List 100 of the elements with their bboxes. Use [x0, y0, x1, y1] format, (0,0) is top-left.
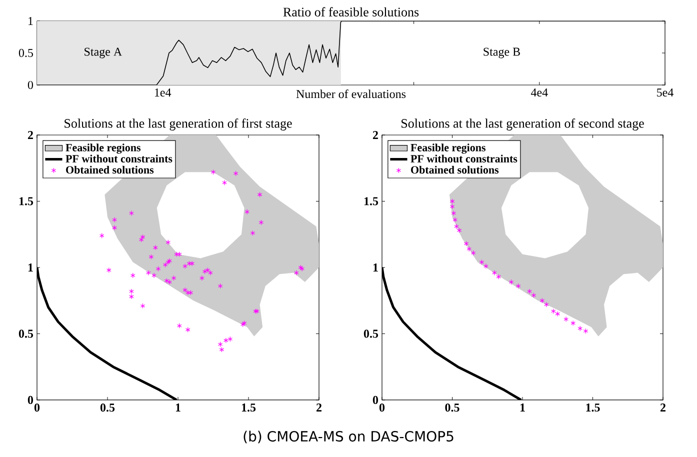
point [294, 270, 299, 276]
point [188, 290, 194, 296]
point [208, 270, 213, 276]
y-tick-label: 1 [373, 264, 378, 272]
x-tick-label: 0.5 [100, 404, 115, 412]
point [454, 224, 459, 230]
point [177, 252, 182, 257]
point [258, 220, 264, 226]
point [218, 283, 223, 289]
annotation: Stage B [484, 48, 520, 58]
point [470, 250, 476, 256]
annotation: Stage A [84, 48, 122, 58]
y-tick-label: 0.5 [18, 48, 34, 58]
legend-label: PF without constraints [410, 154, 518, 162]
point [129, 288, 134, 294]
x-tick-label: 0 [379, 404, 385, 412]
chart-title: Solutions at the last generation of first stage [64, 118, 292, 130]
point [531, 292, 536, 298]
point [452, 217, 458, 222]
legend-label: Feasible regions [410, 144, 486, 154]
x-axis-title: Number of evaluations [296, 90, 406, 98]
legend-label: Obtained solutions [411, 166, 499, 174]
chart-title: Solutions at the last generation of second stage [402, 118, 644, 130]
point [233, 170, 238, 176]
point [185, 290, 190, 296]
point [496, 274, 501, 280]
point [140, 234, 146, 240]
x-tick-label: 2 [660, 404, 666, 412]
point [583, 328, 588, 334]
y-tick-label: 0 [28, 80, 34, 90]
point [166, 240, 171, 246]
y-tick-label: 1.5 [364, 197, 378, 206]
point [138, 236, 144, 242]
point [244, 209, 250, 215]
chart-title: Ratio of feasible solutions [283, 7, 419, 16]
point [185, 327, 190, 332]
point [152, 272, 156, 278]
point [177, 323, 182, 328]
point [146, 270, 151, 276]
point [222, 180, 227, 186]
x-tick-label: 1 [520, 404, 525, 412]
point [112, 217, 117, 222]
legend-label: Obtained solutions [66, 166, 154, 174]
point [148, 254, 154, 260]
point [112, 225, 117, 230]
point [257, 192, 262, 198]
point [540, 298, 545, 304]
point [551, 308, 556, 314]
y-tick-label: 0.5 [18, 330, 34, 338]
x-tick-label: 4e4 [530, 88, 548, 97]
point [578, 326, 582, 332]
y-tick-label: 1 [28, 264, 33, 272]
x-tick-label: 2 [316, 404, 322, 412]
point [186, 260, 192, 266]
point [479, 259, 484, 265]
y-tick-label: 0 [28, 396, 34, 404]
x-tick-label: 1.5 [586, 404, 600, 412]
point [450, 204, 455, 210]
y-tick-label: 2 [372, 131, 378, 139]
x-tick-label: 1 [176, 404, 180, 412]
point [129, 210, 134, 216]
point [224, 338, 228, 344]
point [182, 287, 188, 293]
point [250, 230, 256, 236]
point [174, 252, 179, 257]
point [202, 268, 208, 274]
point [564, 316, 568, 322]
y-tick-label: 0 [372, 396, 378, 404]
point [130, 272, 136, 278]
point [492, 270, 497, 276]
point [140, 303, 146, 309]
x-tick-label: 0 [34, 404, 40, 412]
x-tick-label: 1e4 [154, 88, 172, 97]
point [106, 267, 112, 273]
point [182, 263, 188, 269]
y-tick-label: 1 [28, 17, 33, 25]
point [162, 262, 168, 268]
point [99, 232, 104, 238]
x-tick-label: 1.5 [242, 404, 256, 412]
point [164, 278, 170, 284]
point [451, 210, 456, 216]
x-tick-label: 0.5 [445, 404, 460, 412]
point [508, 279, 514, 285]
legend-label: Feasible regions [66, 144, 141, 154]
point [228, 336, 233, 342]
point [516, 283, 521, 289]
point [450, 198, 455, 204]
y-tick-label: 0.5 [364, 330, 378, 338]
point [210, 169, 216, 175]
point [200, 275, 204, 281]
point [167, 279, 172, 285]
x-tick-label: 5e4 [657, 88, 674, 97]
point [156, 266, 161, 272]
point [205, 267, 210, 273]
point [456, 228, 462, 234]
point [171, 275, 176, 281]
text: (b) CMOEA-MS on DAS-CMOP5 [244, 430, 454, 444]
point [570, 320, 576, 326]
y-tick-label: 1.5 [19, 197, 34, 206]
point [153, 244, 158, 250]
